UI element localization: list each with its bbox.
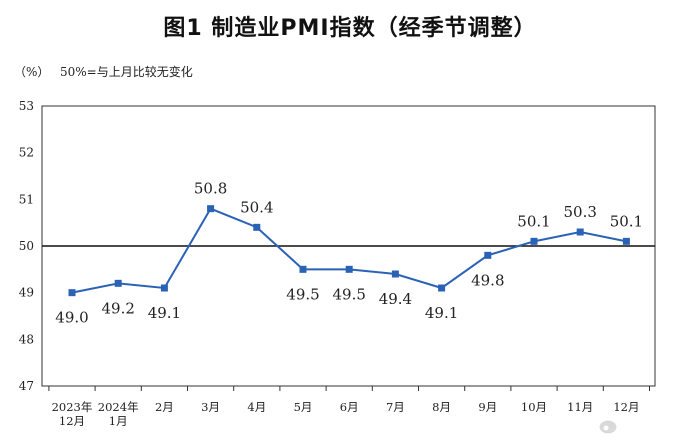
data-label: 50.1 xyxy=(517,212,550,230)
y-tick-label: 47 xyxy=(19,379,34,393)
data-point xyxy=(253,223,261,231)
x-tick-label: 2023年 xyxy=(52,400,93,414)
data-point xyxy=(438,284,446,292)
x-tick-label: 5月 xyxy=(294,400,313,414)
chart-note: 50%=与上月比较无变化 xyxy=(60,64,193,79)
chart-title: 图1 制造业PMI指数（经季节调整） xyxy=(163,16,537,41)
y-tick-label: 50 xyxy=(19,239,34,253)
x-tick-label: 11月 xyxy=(567,400,593,414)
y-tick-label: 48 xyxy=(19,332,34,346)
x-tick-label: 9月 xyxy=(478,400,497,414)
x-tick-label: 1月 xyxy=(109,414,128,428)
data-label: 50.1 xyxy=(610,212,643,230)
y-axis-label: （%） xyxy=(14,65,49,79)
data-point xyxy=(391,270,399,278)
x-tick-label: 2024年 xyxy=(98,400,139,414)
y-tick-label: 53 xyxy=(19,99,34,113)
x-tick-label: 12月 xyxy=(59,414,85,428)
y-tick-labels: 47 48 49 50 51 52 53 xyxy=(19,99,34,393)
data-point xyxy=(530,237,538,245)
data-point xyxy=(622,237,630,245)
x-tick-label: 2月 xyxy=(155,400,174,414)
weibo-icon xyxy=(598,419,618,435)
data-point xyxy=(299,265,307,273)
x-tick-label: 8月 xyxy=(432,400,451,414)
data-label: 49.4 xyxy=(379,290,412,308)
data-label: 49.0 xyxy=(55,309,88,327)
data-label: 49.1 xyxy=(425,304,458,322)
data-point xyxy=(160,284,168,292)
data-label: 49.2 xyxy=(101,299,134,317)
data-point xyxy=(114,279,122,287)
data-point xyxy=(345,265,353,273)
x-tick-label: 7月 xyxy=(386,400,405,414)
data-labels: 49.0 49.2 49.1 50.8 50.4 49.5 49.5 49.4 49.1 49.8… xyxy=(55,180,643,327)
data-label: 50.8 xyxy=(194,180,227,198)
data-point xyxy=(484,251,492,259)
data-point xyxy=(68,289,76,297)
x-tick-label: 3月 xyxy=(201,400,220,414)
x-tick-label: 6月 xyxy=(340,400,359,414)
data-label: 49.5 xyxy=(332,285,365,303)
watermark-text: 浩海投研 xyxy=(620,420,676,436)
y-tick-label: 52 xyxy=(19,146,34,160)
data-point xyxy=(576,228,584,236)
data-label: 49.1 xyxy=(148,304,181,322)
axes xyxy=(41,105,656,391)
data-label: 49.8 xyxy=(471,271,504,289)
y-tick-label: 49 xyxy=(19,286,34,300)
data-label: 49.5 xyxy=(286,285,319,303)
x-tick-label: 12月 xyxy=(613,400,639,414)
y-tick-label: 51 xyxy=(19,192,34,206)
x-tick-label: 10月 xyxy=(521,400,547,414)
data-label: 50.3 xyxy=(563,203,596,221)
data-label: 50.4 xyxy=(240,198,273,216)
series xyxy=(68,205,630,297)
data-point xyxy=(207,205,215,213)
watermark: 浩海投研 xyxy=(598,419,676,436)
x-tick-label: 4月 xyxy=(247,400,266,414)
